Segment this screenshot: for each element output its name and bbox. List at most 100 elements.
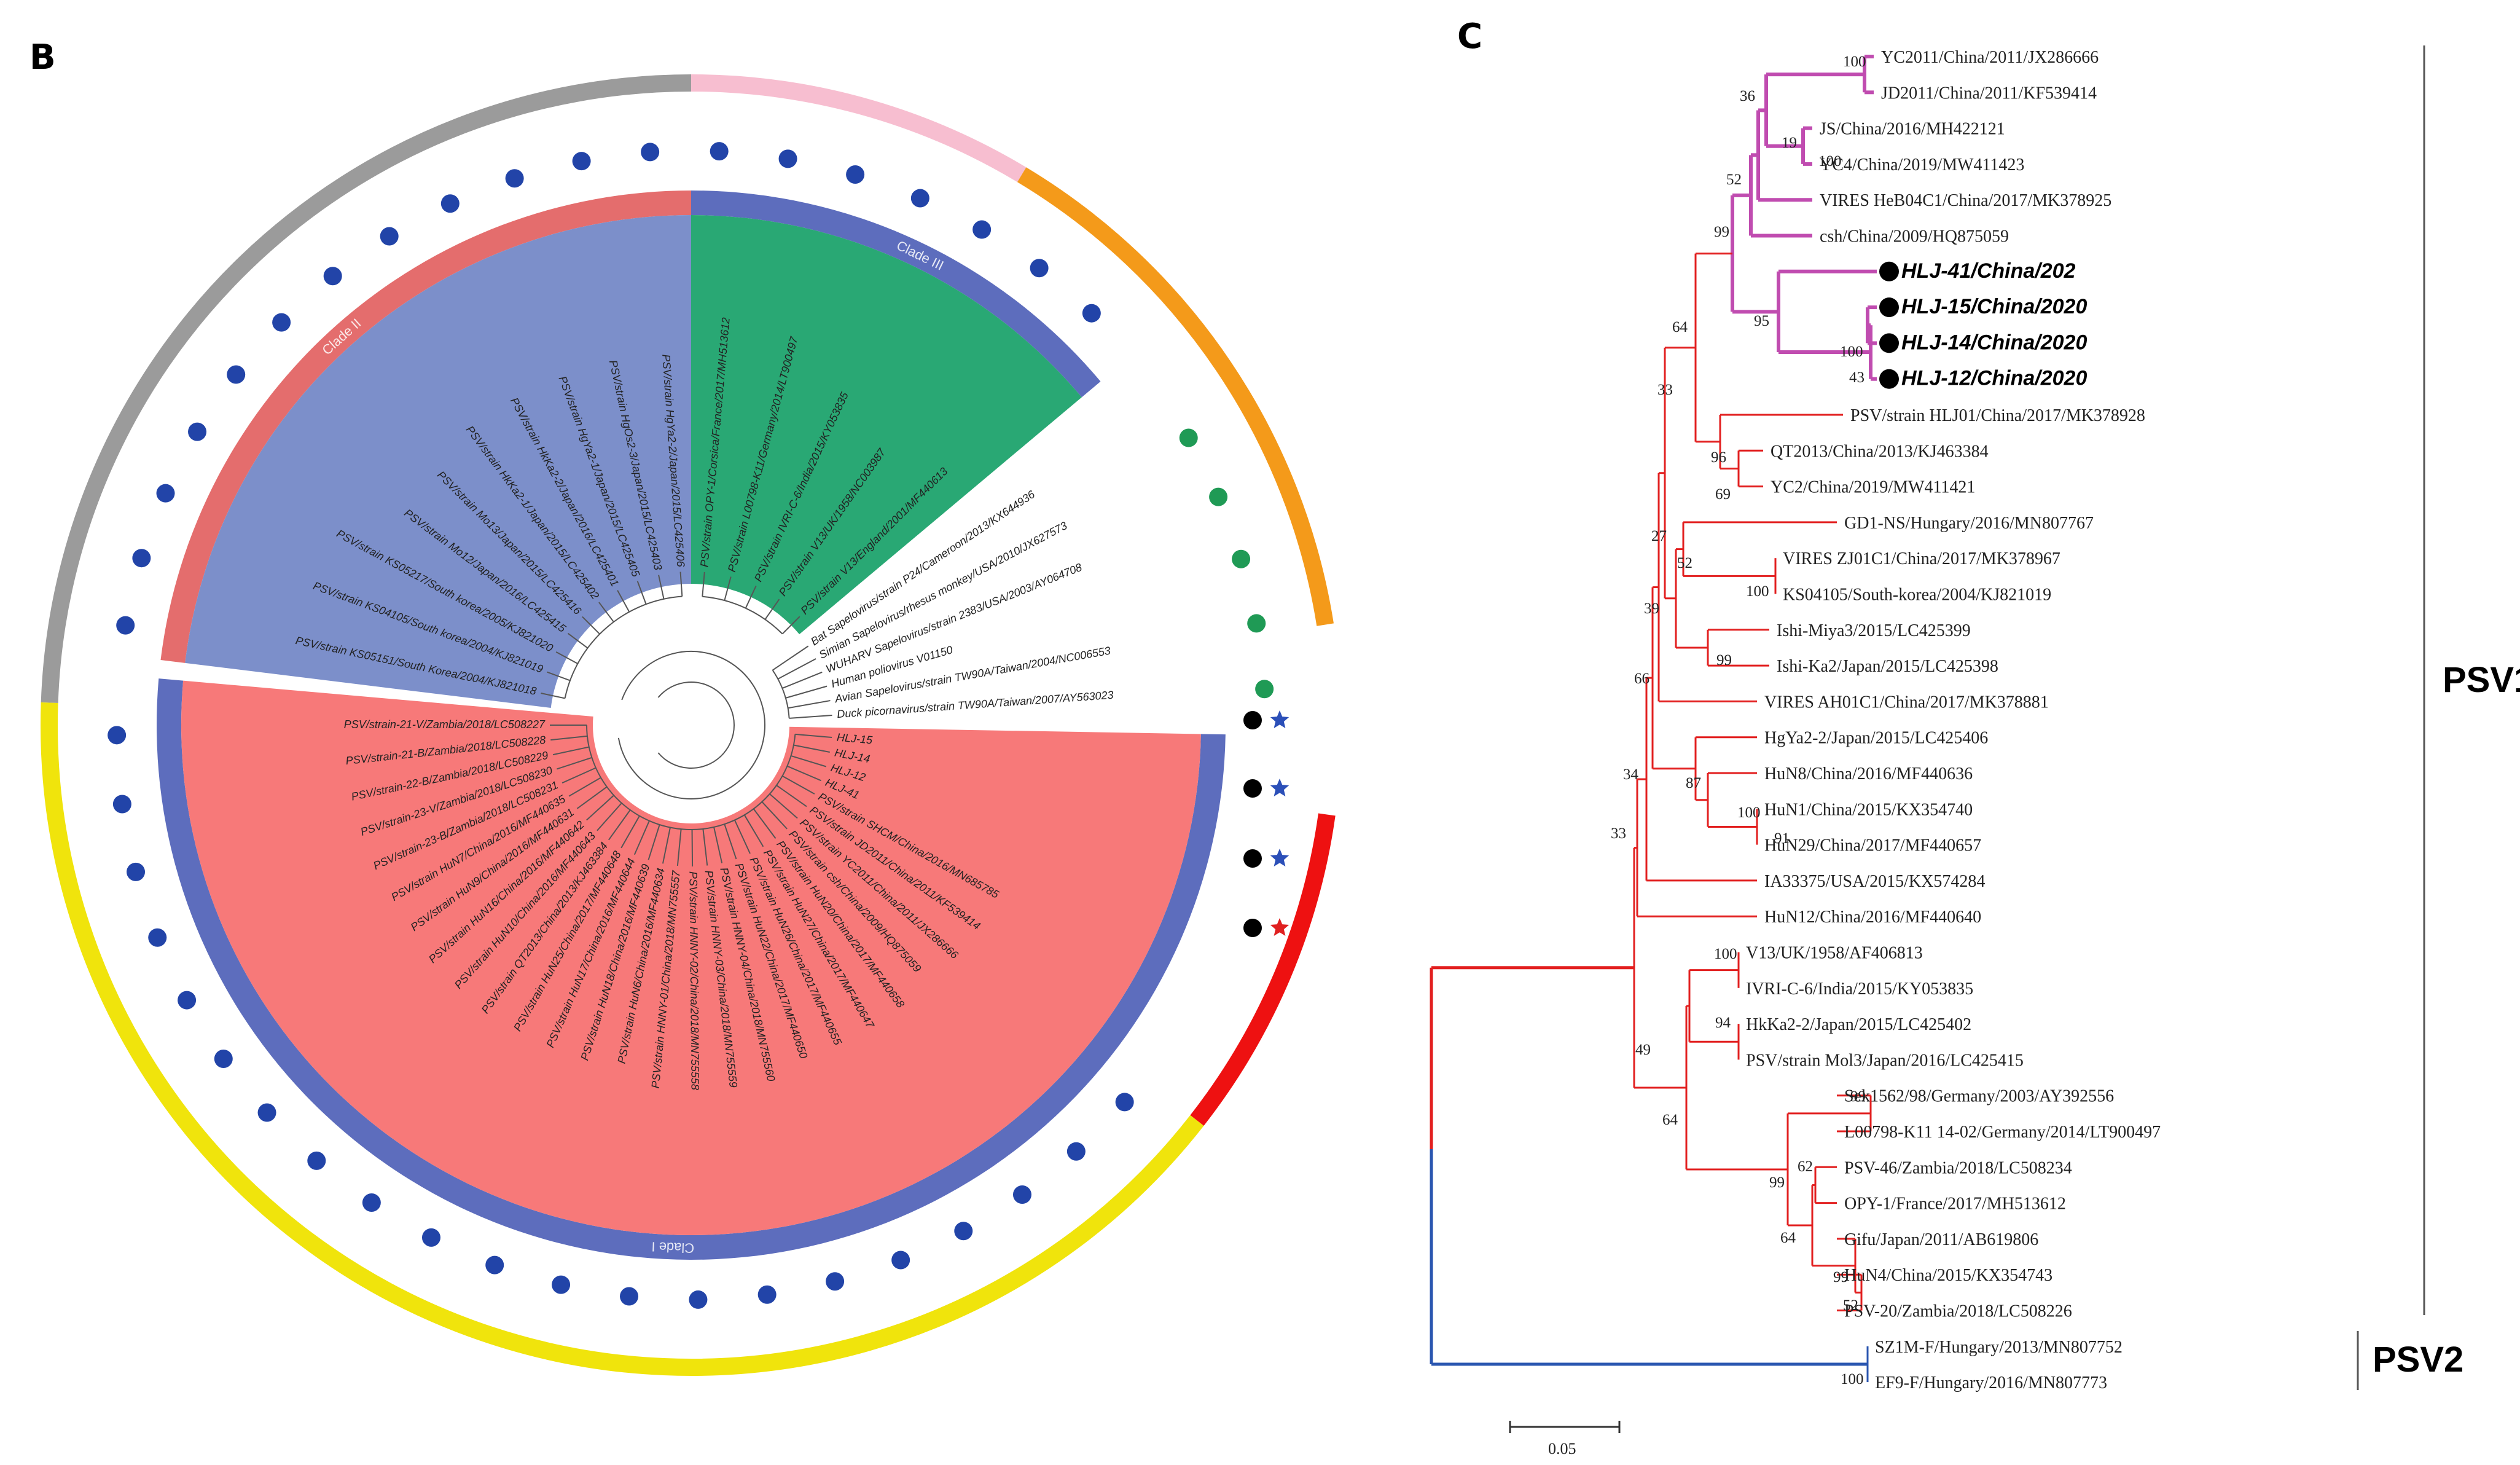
tree-branches xyxy=(1430,55,1877,1383)
branch-line xyxy=(795,733,832,739)
branch-line xyxy=(786,765,821,782)
leaf-label: PSV/strain HLJ01/China/2017/MK378928 xyxy=(1850,406,2145,425)
branch-line xyxy=(633,820,650,855)
leaf-label: SZ1M-F/Hungary/2013/MN807752 xyxy=(1875,1338,2123,1357)
bootstrap-value: 52 xyxy=(1677,555,1692,571)
bootstrap-value: 99 xyxy=(1716,652,1732,669)
bootstrap-value: 96 xyxy=(1711,449,1726,466)
green-marker-dot xyxy=(1247,614,1266,633)
branch-line xyxy=(713,827,723,863)
branch-line xyxy=(781,616,800,635)
bootstrap-value: 64 xyxy=(1662,1112,1678,1128)
highlighted-leaf-label: HLJ-41/China/202 xyxy=(1901,259,2076,283)
branch-line xyxy=(568,777,601,797)
branch-line xyxy=(576,786,608,809)
blue-marker-dot xyxy=(846,165,865,184)
highlight-dot xyxy=(1879,261,1899,281)
branch-arc xyxy=(564,595,683,699)
blue-marker-dot xyxy=(620,1287,639,1306)
branch-line xyxy=(702,828,708,866)
branch-line xyxy=(552,746,589,756)
branch-line xyxy=(550,735,588,741)
bootstrap-value: 100 xyxy=(1841,1371,1864,1388)
blue-marker-dot xyxy=(485,1255,504,1275)
outer-ring-orange xyxy=(1017,167,1334,626)
clade-ii-band xyxy=(160,190,691,663)
outer-ring-yellow xyxy=(41,702,1204,1376)
bootstrap-value: 33 xyxy=(1611,825,1626,842)
blue-marker-dot xyxy=(552,1275,571,1294)
leaf-label: Sek1562/98/Germany/2003/AY392556 xyxy=(1844,1087,2114,1106)
highlighted-leaf-label: HLJ-15/China/2020 xyxy=(1901,295,2087,318)
blue-marker-dot xyxy=(1066,1142,1086,1161)
panel-label-b: B xyxy=(29,37,56,77)
bootstrap-value: 87 xyxy=(1686,775,1701,791)
branch-line xyxy=(586,795,614,821)
bootstrap-values: 100 36 19 100 52 99 95 100 43 64 33 96 69 27 52 100 39 99… xyxy=(1611,53,1866,1388)
branch-line xyxy=(676,829,682,866)
scale-bar: 0.05 xyxy=(1509,1421,1621,1458)
highlight-dot xyxy=(1879,297,1899,318)
clade-ii-sector xyxy=(185,215,691,708)
branch-line xyxy=(785,685,828,699)
blue-marker-dot xyxy=(227,365,246,384)
outer-ring-red xyxy=(1190,813,1336,1126)
branch-line xyxy=(702,571,705,597)
blue-marker-dot xyxy=(116,616,135,635)
branch-arc xyxy=(772,669,790,718)
blue-marker-dot xyxy=(1030,259,1049,278)
branch-line xyxy=(562,767,597,784)
highlighted-leaf-label: HLJ-12/China/2020 xyxy=(1901,367,2087,390)
leaf-label: OPY-1/France/2017/MH513612 xyxy=(1844,1195,2066,1214)
green-marker-dot xyxy=(1232,549,1251,568)
blue-marker-dot xyxy=(156,484,175,503)
branch-line xyxy=(541,693,565,699)
bootstrap-value: 62 xyxy=(1798,1158,1813,1175)
branch-line xyxy=(617,590,630,613)
green-marker-dot xyxy=(1179,428,1198,447)
blue-marker-dot xyxy=(380,227,399,246)
blue-marker-dot xyxy=(572,152,591,171)
blue-marker-dot xyxy=(178,991,197,1010)
panel-label-c: C xyxy=(1457,17,1482,57)
leaf-label: YC2011/China/2011/JX286666 xyxy=(1881,48,2099,67)
blue-marker-dot xyxy=(1115,1093,1134,1112)
hlj-black-dot xyxy=(1243,711,1262,729)
leaf-label: Gifu/Japan/2011/AB619806 xyxy=(1844,1230,2038,1249)
bootstrap-value: 100 xyxy=(1840,344,1863,360)
clade-iii-band xyxy=(691,190,1101,398)
bootstrap-value: 66 xyxy=(1634,670,1649,687)
circular-branches xyxy=(541,571,832,866)
bootstrap-value: 52 xyxy=(1843,1297,1858,1314)
leaf-label: IVRI-C-6/India/2015/KY053835 xyxy=(1746,980,1973,999)
leaf-label: HuN1/China/2015/KX354740 xyxy=(1764,800,1973,819)
branch-line xyxy=(781,775,815,795)
blue-marker-dot xyxy=(891,1251,910,1270)
leaf-label: VIRES AH01C1/China/2017/MK378881 xyxy=(1764,693,2049,712)
blue-marker-dot xyxy=(132,549,151,568)
clade-bands xyxy=(157,190,1226,1260)
branch-arc xyxy=(617,651,765,799)
outer-color-ring xyxy=(41,74,1336,1376)
leaf-label: QT2013/China/2013/KJ463384 xyxy=(1771,442,1989,461)
branch-line xyxy=(761,801,788,830)
blue-marker-dot xyxy=(954,1222,973,1241)
leaf-label: PSV/strain Mol3/Japan/2016/LC425415 xyxy=(1746,1051,2024,1070)
branch-line xyxy=(745,586,757,609)
blue-marker-dot xyxy=(757,1285,777,1304)
bootstrap-value: 49 xyxy=(1635,1042,1651,1058)
branch-arc xyxy=(702,595,783,635)
blue-marker-dot xyxy=(505,169,524,188)
branch-line xyxy=(620,815,640,849)
leaf-label: IA33375/USA/2015/KX574284 xyxy=(1764,872,1985,891)
leaf-label: HuN8/China/2016/MF440636 xyxy=(1764,764,1973,784)
branch-line xyxy=(764,599,780,620)
branch-line xyxy=(547,671,571,681)
clade-i-leaf-label: PSV/strain-21-V/Zambia/2018/LC508227 xyxy=(344,718,546,731)
branch-line xyxy=(557,756,592,770)
blue-marker-dot xyxy=(188,422,207,441)
bootstrap-value: 94 xyxy=(1715,1015,1731,1031)
branch-line xyxy=(769,793,798,819)
psv2-label: PSV2 xyxy=(2373,1340,2463,1380)
blue-marker-dot xyxy=(778,149,797,168)
